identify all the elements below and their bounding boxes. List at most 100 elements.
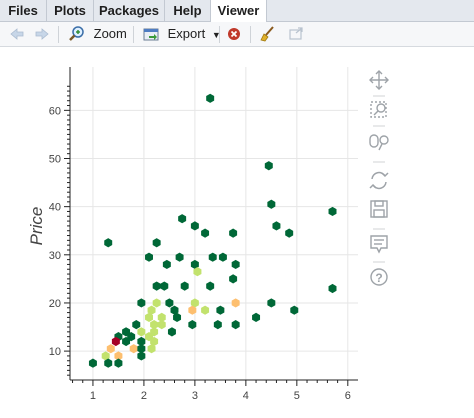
x-tick-label: 3 — [192, 390, 198, 402]
hexbin-cell — [152, 238, 161, 248]
svg-text:?: ? — [375, 271, 382, 285]
hexbin-cell — [206, 281, 215, 291]
hexbin-cell — [129, 344, 138, 354]
hexbin-cell — [188, 320, 197, 330]
hexbin-cell — [160, 281, 169, 291]
toolbar-divider — [58, 26, 59, 43]
hexbin-cell — [114, 358, 123, 368]
hexbin-cell — [101, 351, 110, 361]
hexbin-cell — [114, 351, 123, 361]
plot-area: 10 20 30 40 50 60 1 2 3 4 5 6 Price — [0, 47, 474, 413]
toolbar-divider — [250, 26, 251, 43]
hexbin-cell — [106, 344, 115, 354]
export-button[interactable]: Export ▼ — [142, 25, 221, 43]
hexbin-cell — [157, 320, 166, 330]
hexbin-cell — [150, 320, 159, 330]
hexbin-cell — [137, 351, 146, 361]
axes: 10 20 30 40 50 60 1 2 3 4 5 6 — [49, 67, 358, 402]
hexbin-cell — [190, 259, 199, 270]
hexbin-cell — [88, 358, 97, 368]
hexbin-cell — [170, 305, 179, 315]
save-icon[interactable] — [370, 200, 388, 218]
hexbin-cell — [208, 252, 217, 262]
back-arrow-icon[interactable] — [8, 25, 26, 43]
hexbin-cell — [267, 298, 276, 308]
hexbin-chart[interactable]: 10 20 30 40 50 60 1 2 3 4 5 6 Price — [0, 47, 474, 413]
hexbin-cell — [193, 267, 202, 277]
hexbin-cell — [137, 344, 146, 354]
hexbin-cell — [213, 320, 222, 330]
forward-arrow-icon[interactable] — [33, 25, 51, 43]
hexbin-layer — [88, 93, 337, 368]
hexbin-cell — [190, 221, 199, 231]
hexbin-cell — [180, 281, 189, 291]
hexbin-cell — [229, 274, 238, 284]
hexbin-cell — [267, 199, 276, 209]
reset-icon[interactable] — [369, 171, 389, 190]
y-axis-label: Price — [27, 207, 46, 246]
hexbin-cell — [264, 161, 273, 171]
hexbin-cell — [137, 327, 146, 337]
toolbar-divider — [133, 26, 134, 43]
y-tick-label: 20 — [49, 298, 61, 310]
hexbin-cell — [201, 228, 210, 238]
help-icon[interactable]: ? — [370, 268, 388, 286]
tab-help[interactable]: Help — [165, 0, 211, 22]
hexbin-cell — [147, 305, 156, 315]
zoom-icon — [69, 26, 84, 41]
hexbin-cell — [290, 305, 299, 315]
hexbin-cell — [152, 298, 161, 308]
hexbin-cell — [137, 298, 146, 308]
x-tick-label: 6 — [345, 390, 351, 402]
hexbin-cell — [328, 283, 337, 294]
zoom-button[interactable]: Zoom — [68, 25, 127, 43]
hexbin-cell — [178, 214, 187, 224]
plot-toolbar: ? — [362, 64, 392, 299]
hexbin-cell — [147, 344, 156, 354]
y-tick-label: 10 — [49, 346, 61, 358]
tab-plots[interactable]: Plots — [47, 0, 94, 22]
hexbin-cell — [285, 228, 294, 238]
hexbin-cell — [231, 298, 240, 308]
hexbin-cell — [122, 336, 131, 347]
y-tick-label: 50 — [49, 153, 61, 165]
hexbin-cell — [218, 252, 227, 262]
x-tick-label: 5 — [294, 390, 300, 402]
hexbin-cell — [188, 305, 197, 315]
box-zoom-icon[interactable] — [370, 101, 387, 118]
y-tick-label: 40 — [49, 202, 61, 214]
hexbin-cell — [104, 358, 113, 368]
open-window-icon[interactable] — [287, 25, 305, 43]
lasso-select-icon[interactable] — [369, 134, 389, 151]
remove-icon[interactable] — [225, 25, 243, 43]
grid — [70, 67, 358, 380]
tab-packages[interactable]: Packages — [94, 0, 165, 22]
hexbin-cell — [252, 312, 261, 322]
tab-viewer[interactable]: Viewer — [211, 0, 267, 23]
hover-icon[interactable] — [370, 235, 388, 254]
hexbin-cell — [145, 312, 153, 322]
toolbar-divider — [219, 26, 220, 43]
tab-files[interactable]: Files — [0, 0, 47, 22]
hexbin-cell — [231, 259, 240, 270]
viewer-toolbar: Zoom Export ▼ — [0, 22, 474, 47]
hexbin-cell — [152, 281, 161, 291]
y-tick-label: 60 — [49, 105, 61, 117]
hexbin-cell — [157, 312, 166, 322]
hexbin-cell — [175, 252, 184, 262]
hexbin-cell — [206, 93, 215, 103]
hexbin-cell — [229, 228, 238, 238]
zoom-label: Zoom — [93, 26, 127, 41]
hexbin-cell — [231, 320, 240, 330]
y-tick-label: 30 — [49, 250, 61, 262]
clear-broom-icon[interactable] — [258, 25, 276, 43]
hexbin-cell — [173, 312, 182, 322]
hexbin-cell — [201, 305, 210, 315]
pane-tab-bar: Files Plots Packages Help Viewer — [0, 0, 474, 23]
x-tick-label: 4 — [243, 390, 249, 402]
hexbin-cell — [137, 336, 146, 347]
hexbin-cell — [111, 336, 120, 347]
hexbin-cell — [167, 327, 176, 337]
hexbin-cell — [145, 252, 153, 262]
pan-icon[interactable] — [369, 70, 389, 90]
